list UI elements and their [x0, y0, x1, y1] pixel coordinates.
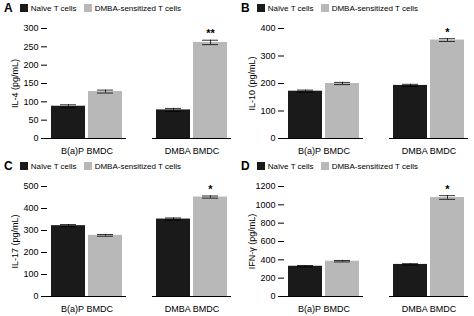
svg-text:0: 0 [33, 133, 38, 143]
html-text:C: C [4, 159, 13, 173]
svg-text:DMBA BMDC: DMBA BMDC [165, 146, 220, 156]
svg-text:B(a)P BMDC: B(a)P BMDC [61, 146, 113, 156]
svg-text:100: 100 [23, 269, 38, 279]
svg-text:DMBA BMDC: DMBA BMDC [165, 304, 220, 314]
svg-text:1000: 1000 [255, 200, 275, 210]
svg-text:IL-17 (pg/mL): IL-17 (pg/mL) [10, 214, 20, 268]
svg-text:100: 100 [23, 97, 38, 107]
svg-text:400: 400 [23, 203, 38, 213]
svg-text:300: 300 [260, 51, 275, 61]
svg-text:0: 0 [270, 291, 275, 301]
html-text:Naïve T cells: Naïve T cells [30, 161, 77, 171]
html-text:Naïve T cells: Naïve T cells [267, 3, 314, 13]
svg-text:B(a)P BMDC: B(a)P BMDC [298, 146, 350, 156]
svg-text:DMBA BMDC: DMBA BMDC [402, 146, 457, 156]
svg-text:300: 300 [23, 225, 38, 235]
svg-text:400: 400 [260, 23, 275, 33]
svg-text:*: * [445, 183, 450, 195]
svg-text:250: 250 [23, 42, 38, 52]
html-text:Naïve T cells: Naïve T cells [267, 161, 314, 171]
html-text:DMBA-sensitized T cells: DMBA-sensitized T cells [94, 161, 181, 171]
svg-text:200: 200 [260, 78, 275, 88]
svg-text:*: * [445, 26, 450, 38]
svg-text:600: 600 [260, 236, 275, 246]
svg-text:IFN-γ (pg/mL): IFN-γ (pg/mL) [247, 214, 257, 270]
svg-text:100: 100 [260, 106, 275, 116]
svg-text:B(a)P BMDC: B(a)P BMDC [61, 304, 113, 314]
html-text:DMBA-sensitized T cells: DMBA-sensitized T cells [331, 3, 418, 13]
svg-text:50: 50 [28, 115, 38, 125]
svg-text:DMBA BMDC: DMBA BMDC [402, 304, 457, 314]
html-text:B: B [241, 1, 250, 15]
svg-text:500: 500 [23, 181, 38, 191]
svg-text:0: 0 [33, 291, 38, 301]
html-text:D: D [241, 159, 250, 173]
html-text:DMBA-sensitized T cells: DMBA-sensitized T cells [331, 161, 418, 171]
svg-text:200: 200 [23, 60, 38, 70]
html-text:A: A [4, 1, 13, 15]
svg-text:IL-4 (pg/mL): IL-4 (pg/mL) [10, 59, 20, 108]
svg-text:150: 150 [23, 78, 38, 88]
html-text:Naïve T cells: Naïve T cells [30, 3, 77, 13]
svg-text:800: 800 [260, 218, 275, 228]
svg-text:*: * [208, 183, 213, 195]
svg-text:B(a)P BMDC: B(a)P BMDC [298, 304, 350, 314]
svg-text:400: 400 [260, 255, 275, 265]
svg-text:1200: 1200 [255, 181, 275, 191]
svg-text:200: 200 [260, 273, 275, 283]
svg-text:**: ** [206, 27, 215, 39]
svg-text:0: 0 [270, 133, 275, 143]
svg-text:300: 300 [23, 23, 38, 33]
svg-text:IL-10 (pg/mL): IL-10 (pg/mL) [247, 56, 257, 110]
html-text:DMBA-sensitized T cells: DMBA-sensitized T cells [94, 3, 181, 13]
svg-text:200: 200 [23, 247, 38, 257]
